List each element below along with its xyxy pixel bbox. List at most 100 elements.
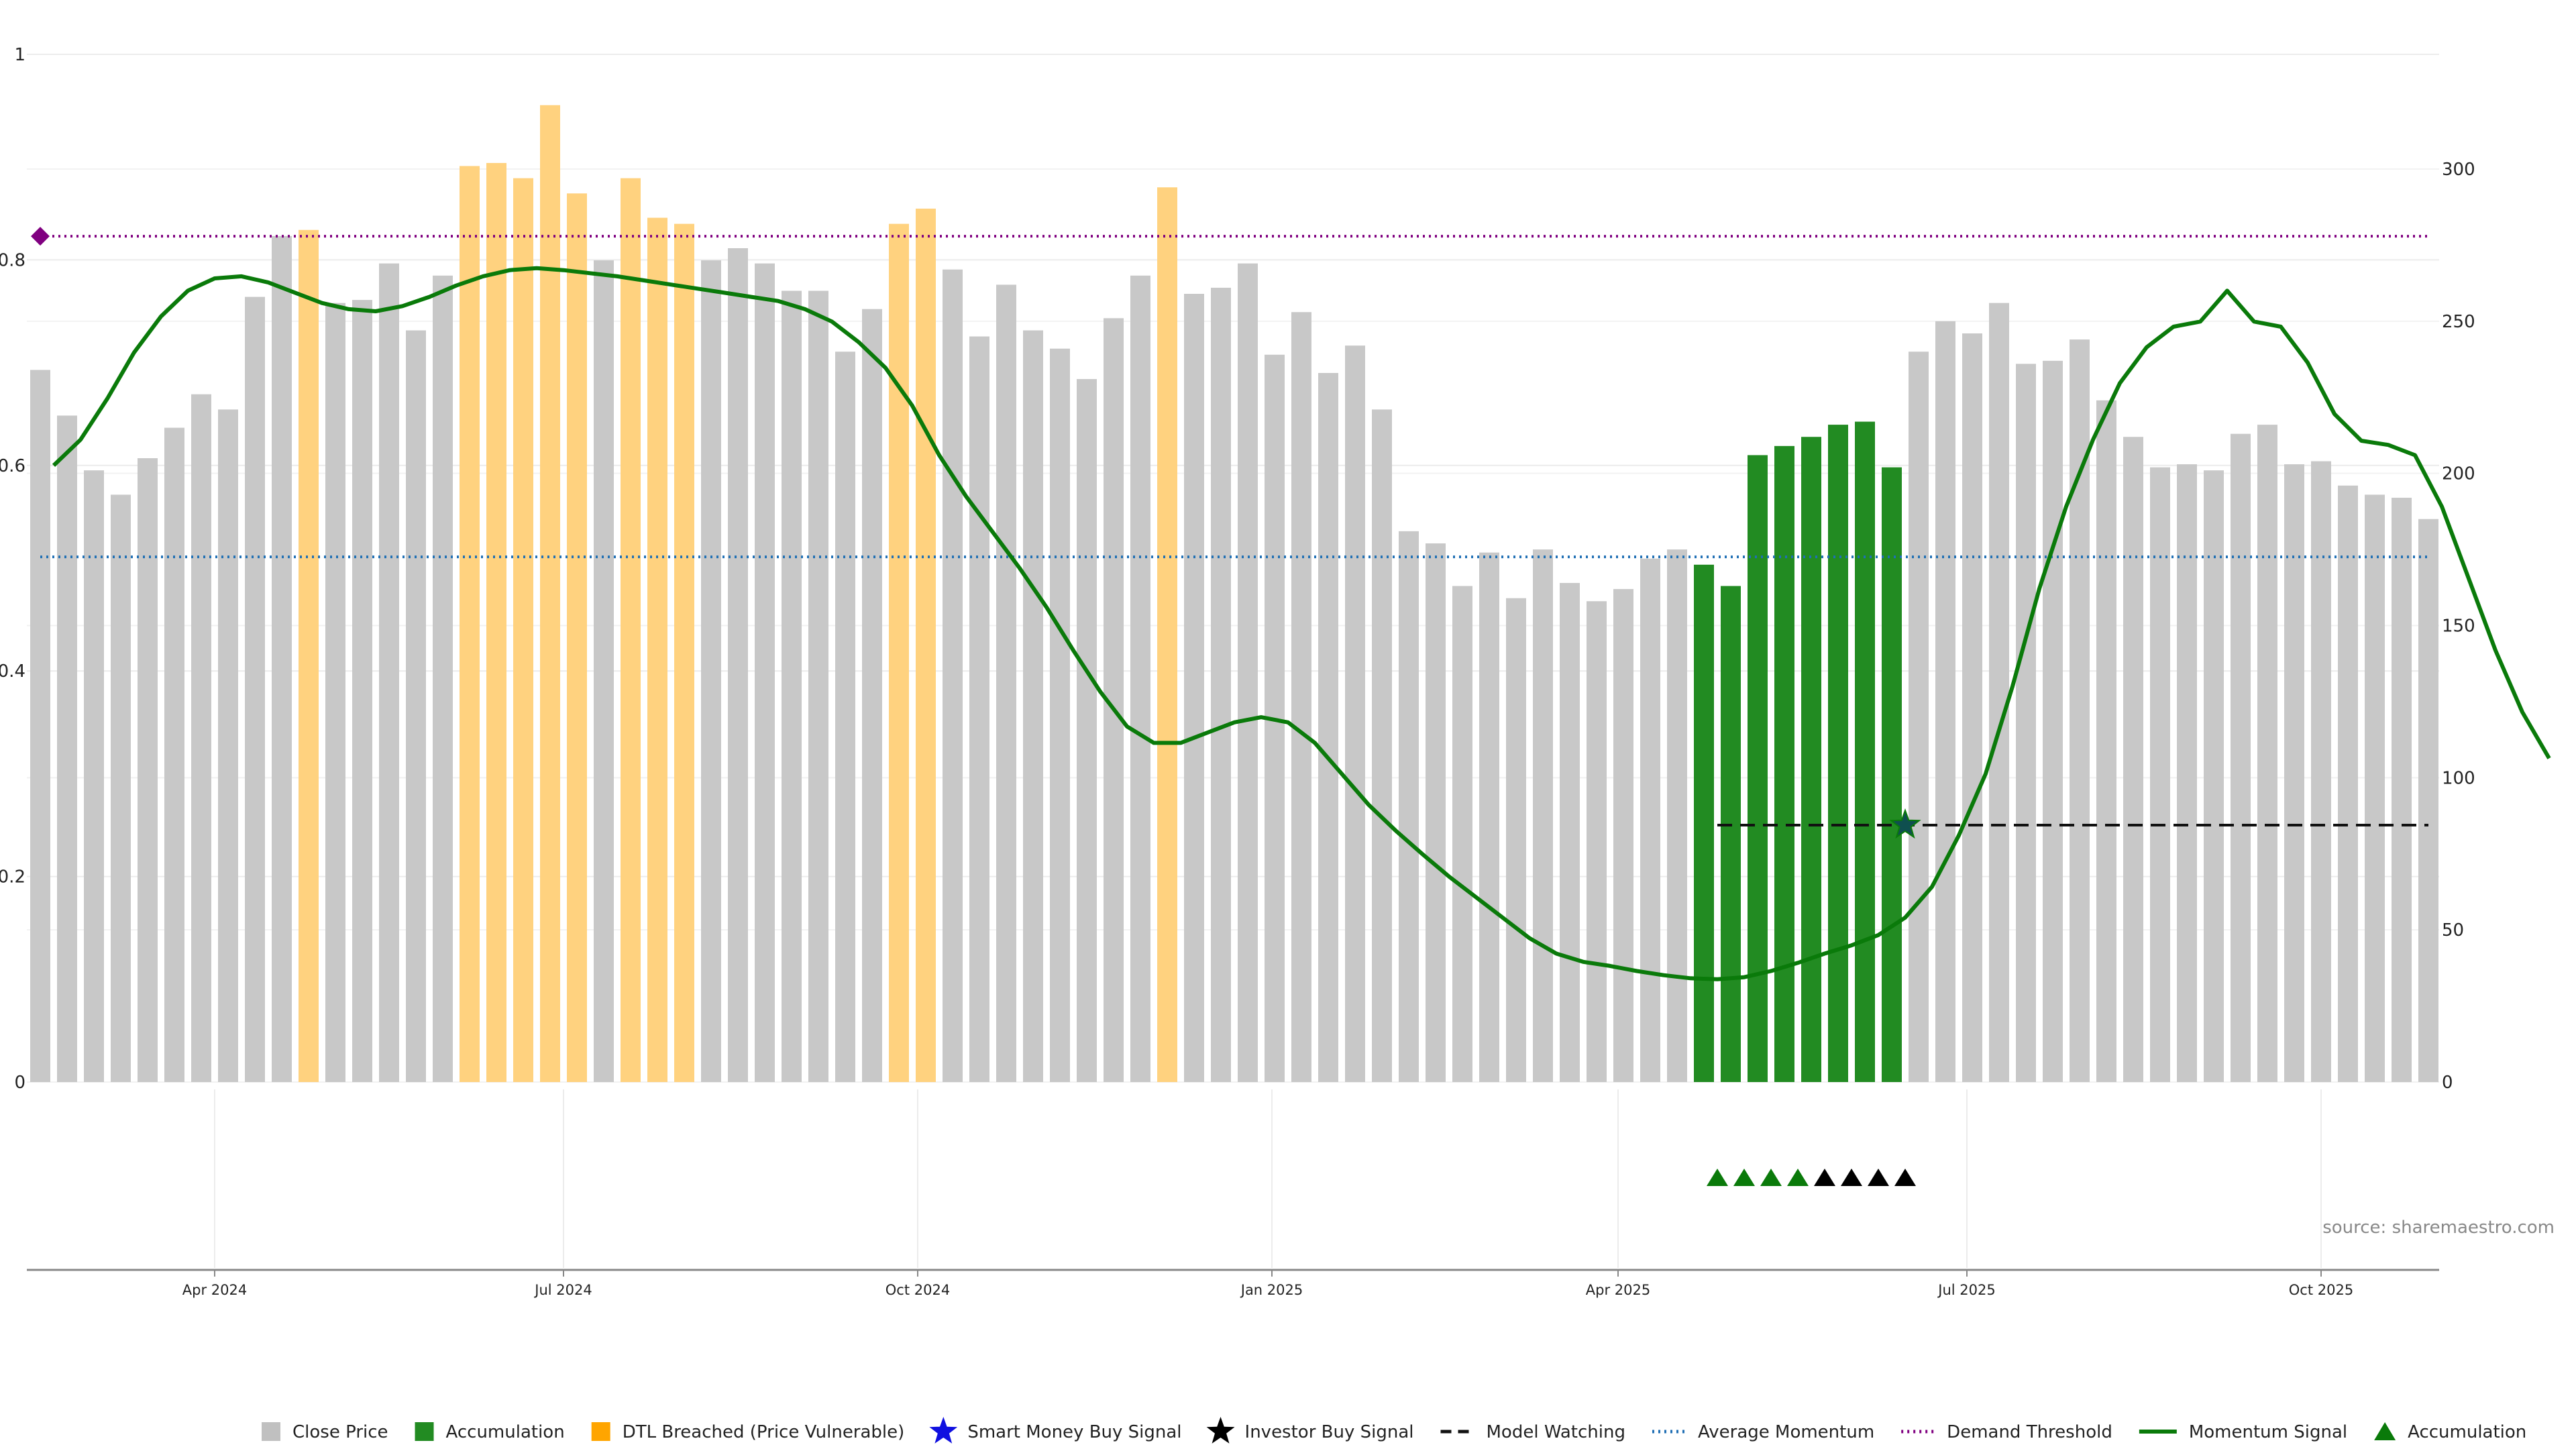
legend-label: Momentum Signal [2189,1422,2347,1442]
legend-swatch [591,1422,610,1441]
smart-money-buy-signal-star [1889,808,1921,839]
accumulation-marker [1787,1169,1809,1186]
legend-item: Demand Threshold [1901,1422,2112,1442]
close-price-bar [2096,400,2116,1082]
left-axis-tick-label: 0.4 [0,661,25,682]
x-axis-tick-label: Oct 2025 [2289,1282,2353,1298]
close-price-bar [808,290,828,1082]
right-axis-tick-label: 0 [2442,1073,2453,1093]
close-price-bar [1238,263,1258,1083]
dtl-breached-bar [1157,187,1177,1082]
close-price-bar [2338,485,2358,1082]
left-axis-tick-label: 0.6 [0,456,25,476]
close-price-bar [1291,312,1311,1082]
close-price-bar [2177,464,2197,1082]
dtl-breached-bar [621,178,641,1082]
close-price-bar [2365,494,2385,1082]
dtl-breached-bar [647,217,667,1082]
x-axis-tick-label: Apr 2024 [182,1282,247,1298]
accumulation-marker [1733,1169,1755,1186]
close-price-bar [218,409,238,1082]
x-axis-tick-label: Jul 2025 [1937,1282,1995,1298]
right-axis-tick-label: 50 [2442,920,2464,941]
demand-threshold-marker [31,227,50,246]
close-price-bar [1426,543,1446,1082]
close-price-bar [2257,425,2277,1082]
legend-label: DTL Breached (Price Vulnerable) [623,1422,905,1442]
close-price-bar [1962,333,1982,1082]
close-price-bar [862,309,882,1083]
x-axis-tick-label: Apr 2025 [1586,1282,1650,1298]
legend-item: Momentum Signal [2139,1422,2347,1442]
legend-swatch [262,1422,280,1441]
dtl-breached-bar [513,178,533,1082]
dtl-breached-bar [460,166,480,1082]
close-price-bar [782,290,802,1082]
close-price-bar [1211,287,1231,1083]
left-axis-tick-label: 0 [14,1073,25,1093]
legend-swatch [415,1422,434,1441]
close-price-bar [1989,303,2009,1083]
legend-label: Model Watching [1487,1422,1625,1442]
close-price-bar [1023,330,1043,1082]
momentum-signal-line [52,266,2551,981]
close-price-bar [1667,549,1687,1082]
accumulation-marker [1760,1169,1782,1186]
close-price-bar [1506,598,1526,1082]
close-price-bar [996,284,1016,1082]
close-price-bar [379,263,399,1083]
close-price-bar [2284,464,2304,1082]
close-price-bar [701,260,721,1082]
investor-buy-marker [1868,1169,1889,1186]
close-price-bar [1184,294,1204,1083]
close-price-bar [1909,352,1929,1083]
signal-markers [31,227,1921,839]
legend-label: Accumulation [2408,1422,2526,1442]
investor-buy-marker [1841,1169,1862,1186]
legend-item: Close Price [262,1422,388,1442]
close-price-bar [1587,601,1607,1082]
right-axis-tick-label: 100 [2442,768,2475,788]
close-price-bar [1050,348,1070,1082]
legend-label: Average Momentum [1698,1422,1874,1442]
close-price-bar [2311,461,2331,1082]
close-price-bar [30,370,50,1082]
dtl-breached-bar [540,105,560,1082]
grid-lines [27,54,2439,1083]
price-bars [30,105,2438,1083]
right-axis-tick-label: 150 [2442,616,2475,637]
investor-buy-marker [1814,1169,1835,1186]
left-axis-tick-label: 0.2 [0,867,25,888]
legend-star [1206,1417,1235,1444]
legend-item: Investor Buy Signal [1206,1417,1414,1444]
close-price-bar [111,494,131,1082]
close-price-bar [1533,549,1553,1082]
close-price-bar [57,415,77,1082]
close-price-bar [138,458,158,1082]
source-label: source: sharemaestro.com [2322,1218,2555,1238]
legend: Close Price Accumulation DTL Breached (Pri… [262,1417,2526,1444]
accumulation-bar [1748,455,1768,1082]
accumulation-bar [1721,586,1741,1082]
right-axis-tick-label: 250 [2442,312,2475,332]
close-price-bar [2204,470,2224,1082]
dtl-breached-bar [299,229,319,1082]
left-axis-tick-label: 1 [14,45,25,65]
x-axis-tick-label: Oct 2024 [885,1282,950,1298]
legend-triangle [2374,1422,2396,1440]
x-axis-tick-label: Jul 2024 [533,1282,592,1298]
close-price-bar [433,275,453,1082]
legend-item: DTL Breached (Price Vulnerable) [591,1422,905,1442]
close-price-bar [728,248,748,1083]
accumulation-bar [1882,467,1902,1082]
accumulation-bar [1828,425,1848,1082]
close-price-bar [1318,372,1338,1082]
close-price-bar [2150,467,2170,1082]
right-axis-tick-label: 300 [2442,160,2475,180]
legend-item: Accumulation [2374,1422,2526,1442]
dtl-breached-bar [567,193,587,1082]
close-price-bar [245,297,265,1082]
x-axis-tick-label: Jan 2025 [1240,1282,1303,1298]
close-price-bar [1345,345,1365,1082]
dtl-breached-bar [674,223,694,1082]
